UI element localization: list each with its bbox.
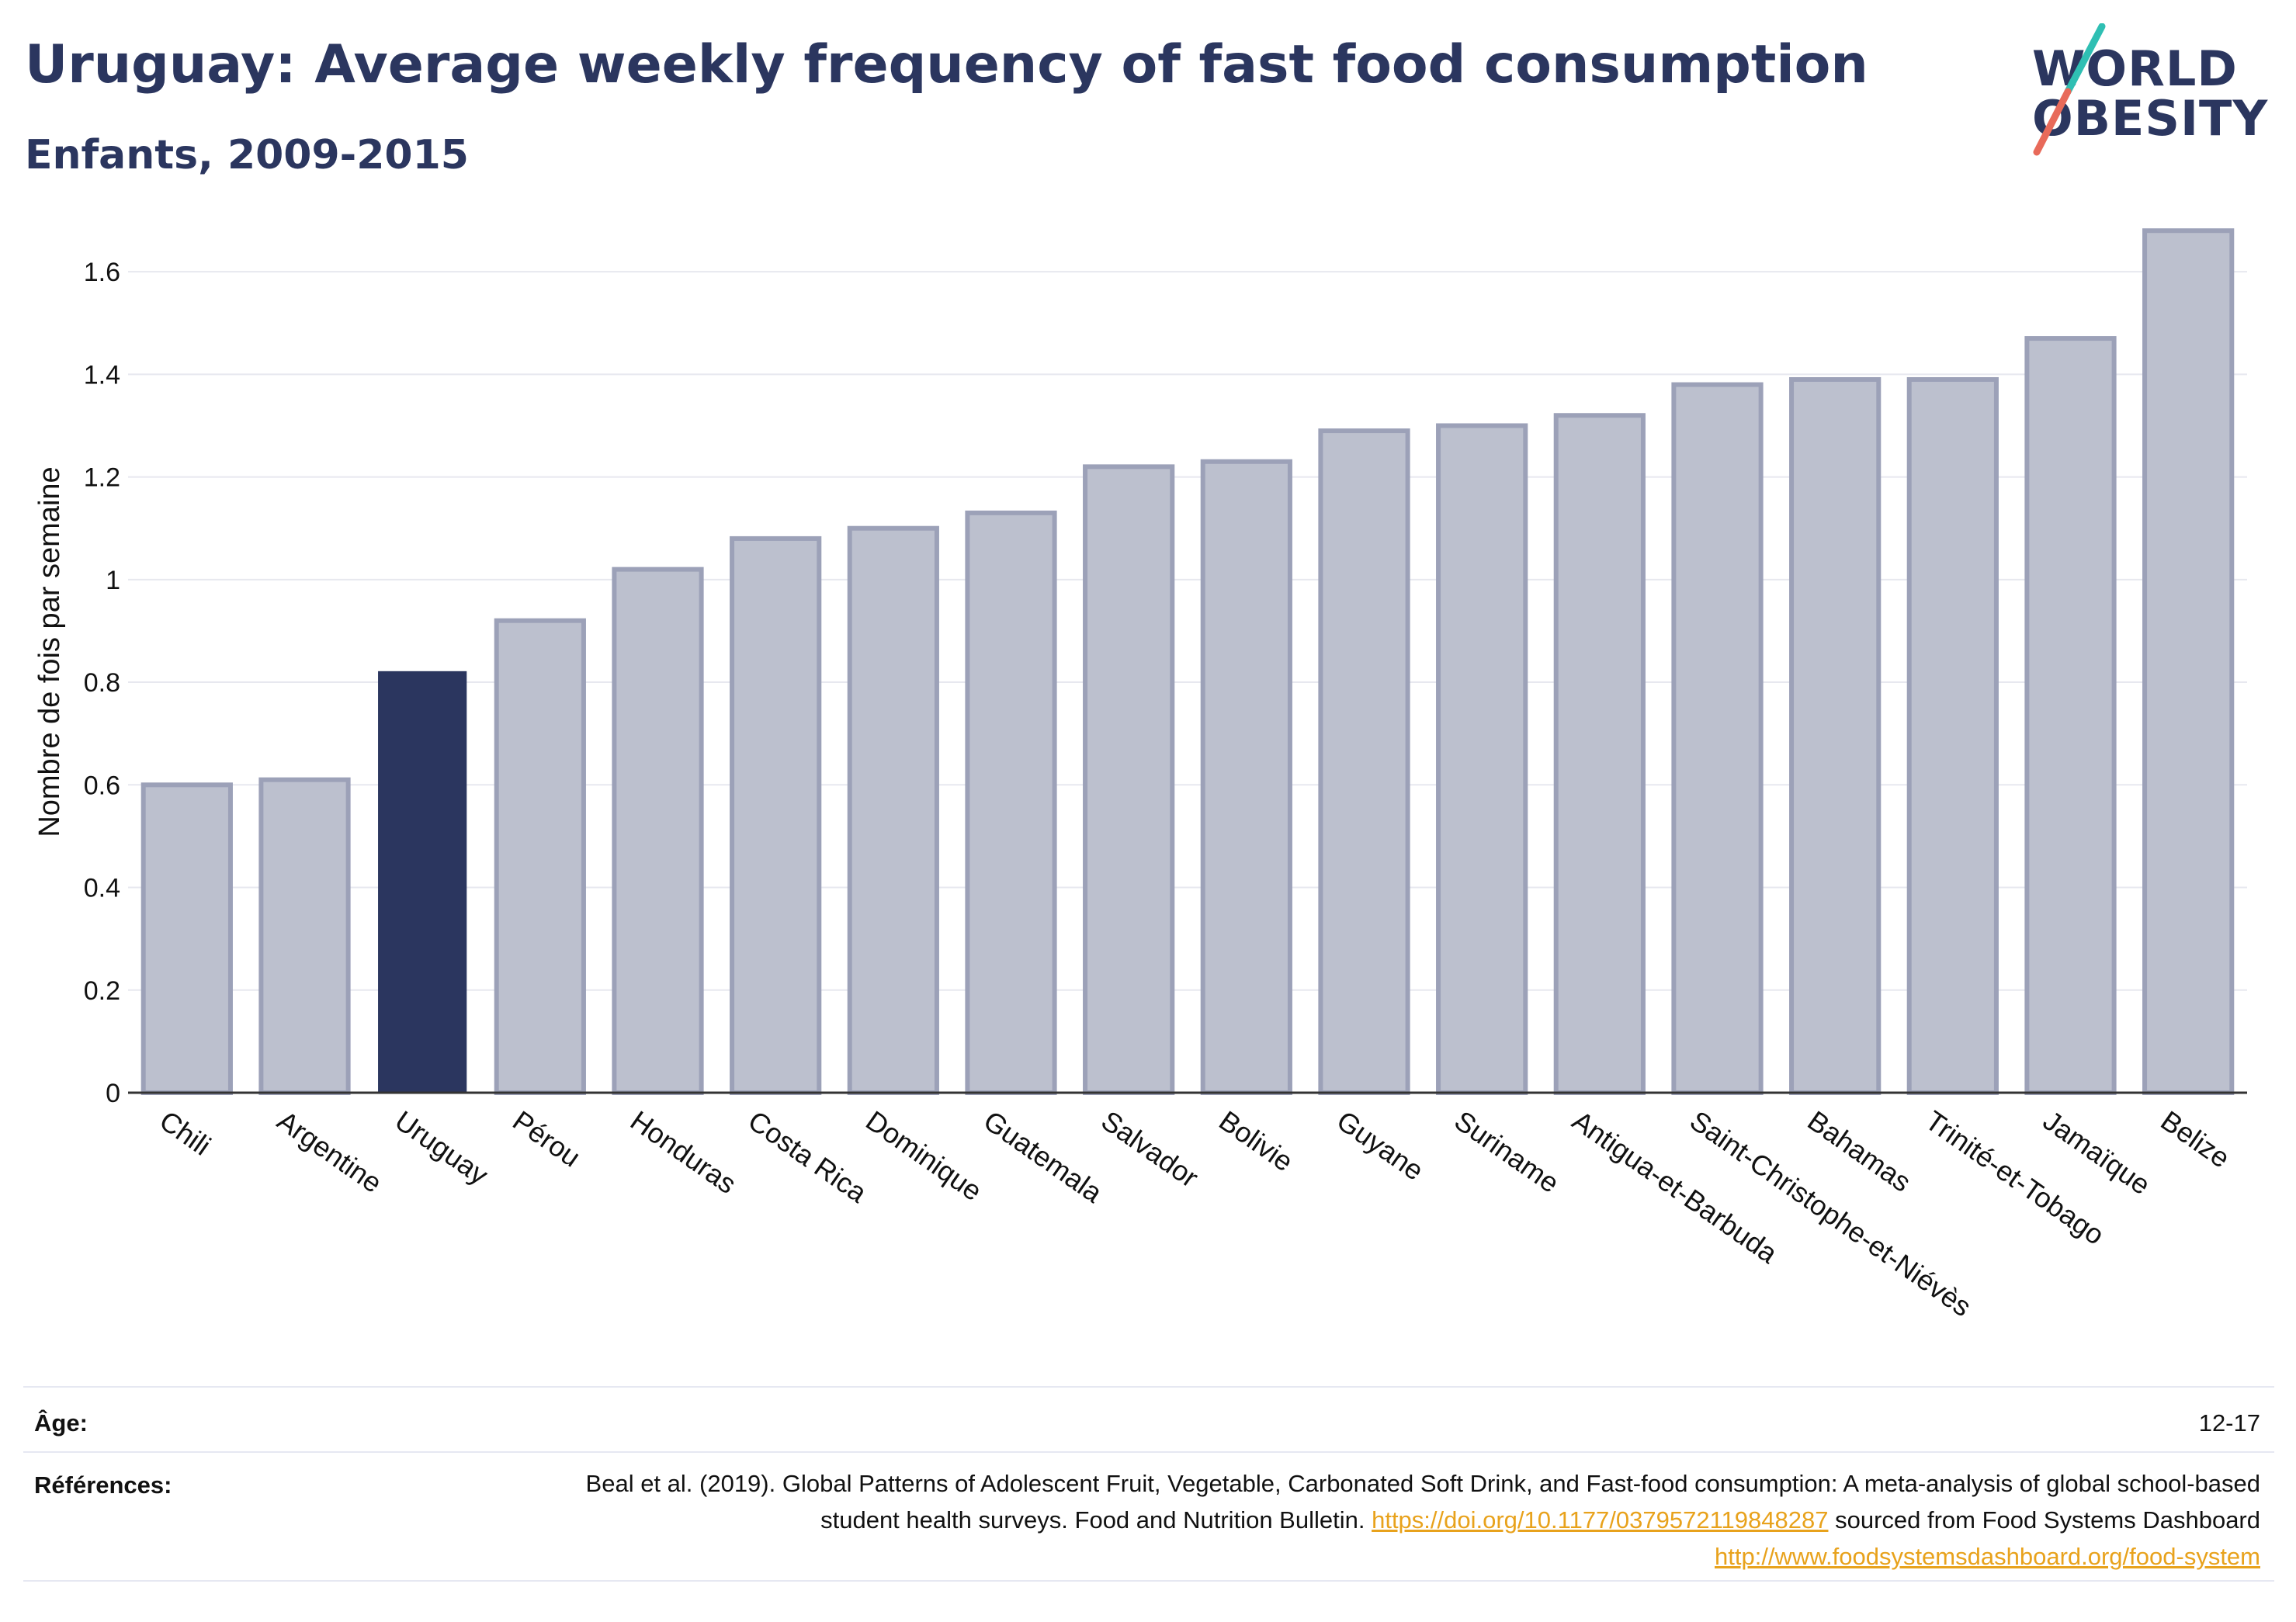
bar-trinit-et-tobago	[1906, 376, 1999, 1095]
y-tick-label: 1.6	[84, 258, 120, 287]
y-tick-label: 1.4	[84, 360, 120, 390]
bar-dominique	[847, 525, 939, 1095]
chart-title: Uruguay: Average weekly frequency of fas…	[25, 34, 1868, 95]
footer-divider	[23, 1580, 2274, 1582]
y-tick-label: 0.8	[84, 668, 120, 698]
x-axis-ticks: Chili Argentine Uruguay Pérou Honduras Costa …	[154, 1104, 2235, 1322]
bar-honduras	[612, 567, 704, 1096]
x-tick-label: Antigua-et-Barbuda	[1566, 1104, 1784, 1270]
x-tick-label: Bahamas	[1802, 1104, 1917, 1198]
y-axis-ticks: 0 0.2 0.4 0.6 0.8 1 1.2 1.4 1.6	[84, 258, 120, 1108]
y-tick-label: 0	[106, 1079, 120, 1108]
logo-word-2: OBESITY	[2032, 90, 2269, 147]
reference-citation: Beal et al. (2019). Global Patterns of A…	[585, 1470, 2260, 1534]
bar-salvador	[1083, 464, 1175, 1096]
x-tick-label: Guatemala	[978, 1104, 1109, 1209]
footer-divider	[23, 1451, 2274, 1453]
x-tick-label: Belize	[2156, 1104, 2236, 1174]
x-tick-label: Honduras	[625, 1104, 742, 1200]
y-tick-label: 1.2	[84, 463, 120, 493]
x-tick-label: Costa Rica	[743, 1104, 874, 1209]
bar-saint-christophe-et-ni-v-s	[1671, 382, 1764, 1095]
bars	[140, 228, 2235, 1096]
bar-uruguay	[378, 671, 467, 1093]
x-tick-label: Salvador	[1096, 1104, 1205, 1194]
x-tick-label: Uruguay	[390, 1104, 494, 1191]
x-tick-label: Dominique	[860, 1104, 987, 1207]
age-value: 12-17	[2198, 1409, 2260, 1437]
references-label: Références:	[34, 1471, 172, 1499]
bar-p-rou	[494, 618, 586, 1095]
bar-argentine	[258, 777, 351, 1096]
y-tick-label: 0.4	[84, 874, 120, 903]
x-tick-label: Suriname	[1449, 1104, 1566, 1199]
bar-jama-que	[2024, 336, 2117, 1095]
chart-subtitle: Enfants, 2009-2015	[25, 132, 469, 178]
bar-guatemala	[965, 510, 1057, 1095]
x-tick-label: Pérou	[507, 1104, 586, 1173]
gridlines	[128, 271, 2247, 991]
bar-costa-rica	[730, 535, 822, 1096]
bar-suriname	[1436, 423, 1528, 1095]
x-tick-label: Bolivie	[1213, 1104, 1299, 1177]
y-tick-label: 0.6	[84, 771, 120, 800]
doi-link[interactable]: https://doi.org/10.1177/0379572119848287	[1372, 1506, 1829, 1534]
x-tick-label: Guyane	[1331, 1104, 1430, 1187]
age-label: Âge:	[34, 1409, 88, 1437]
bar-chart: 0 0.2 0.4 0.6 0.8 1 1.2 1.4 1.6 Chili Argentine Ur…	[33, 228, 2247, 1322]
bar-chili	[140, 782, 233, 1095]
bar-antigua-et-barbuda	[1553, 413, 1646, 1095]
bar-bahamas	[1789, 376, 1882, 1095]
world-obesity-logo: WORLD OBESITY	[2018, 23, 2274, 163]
bar-bolivie	[1200, 459, 1292, 1095]
y-tick-label: 0.2	[84, 976, 120, 1006]
dashboard-link[interactable]: http://www.foodsystemsdashboard.org/food…	[1715, 1543, 2260, 1570]
x-tick-label: Argentine	[272, 1104, 388, 1199]
references-text: Beal et al. (2019). Global Patterns of A…	[553, 1465, 2260, 1575]
y-axis-label: Nombre de fois par semaine	[33, 466, 66, 837]
bar-guyane	[1318, 428, 1410, 1096]
x-tick-label: Chili	[154, 1104, 217, 1162]
bar-belize	[2142, 228, 2235, 1096]
logo-word-1: WORLD	[2032, 40, 2238, 97]
y-tick-label: 1	[106, 566, 120, 595]
footer-divider	[23, 1386, 2274, 1388]
reference-source: sourced from Food Systems Dashboard	[1835, 1506, 2260, 1534]
logo-slash-icon	[2033, 23, 2106, 156]
